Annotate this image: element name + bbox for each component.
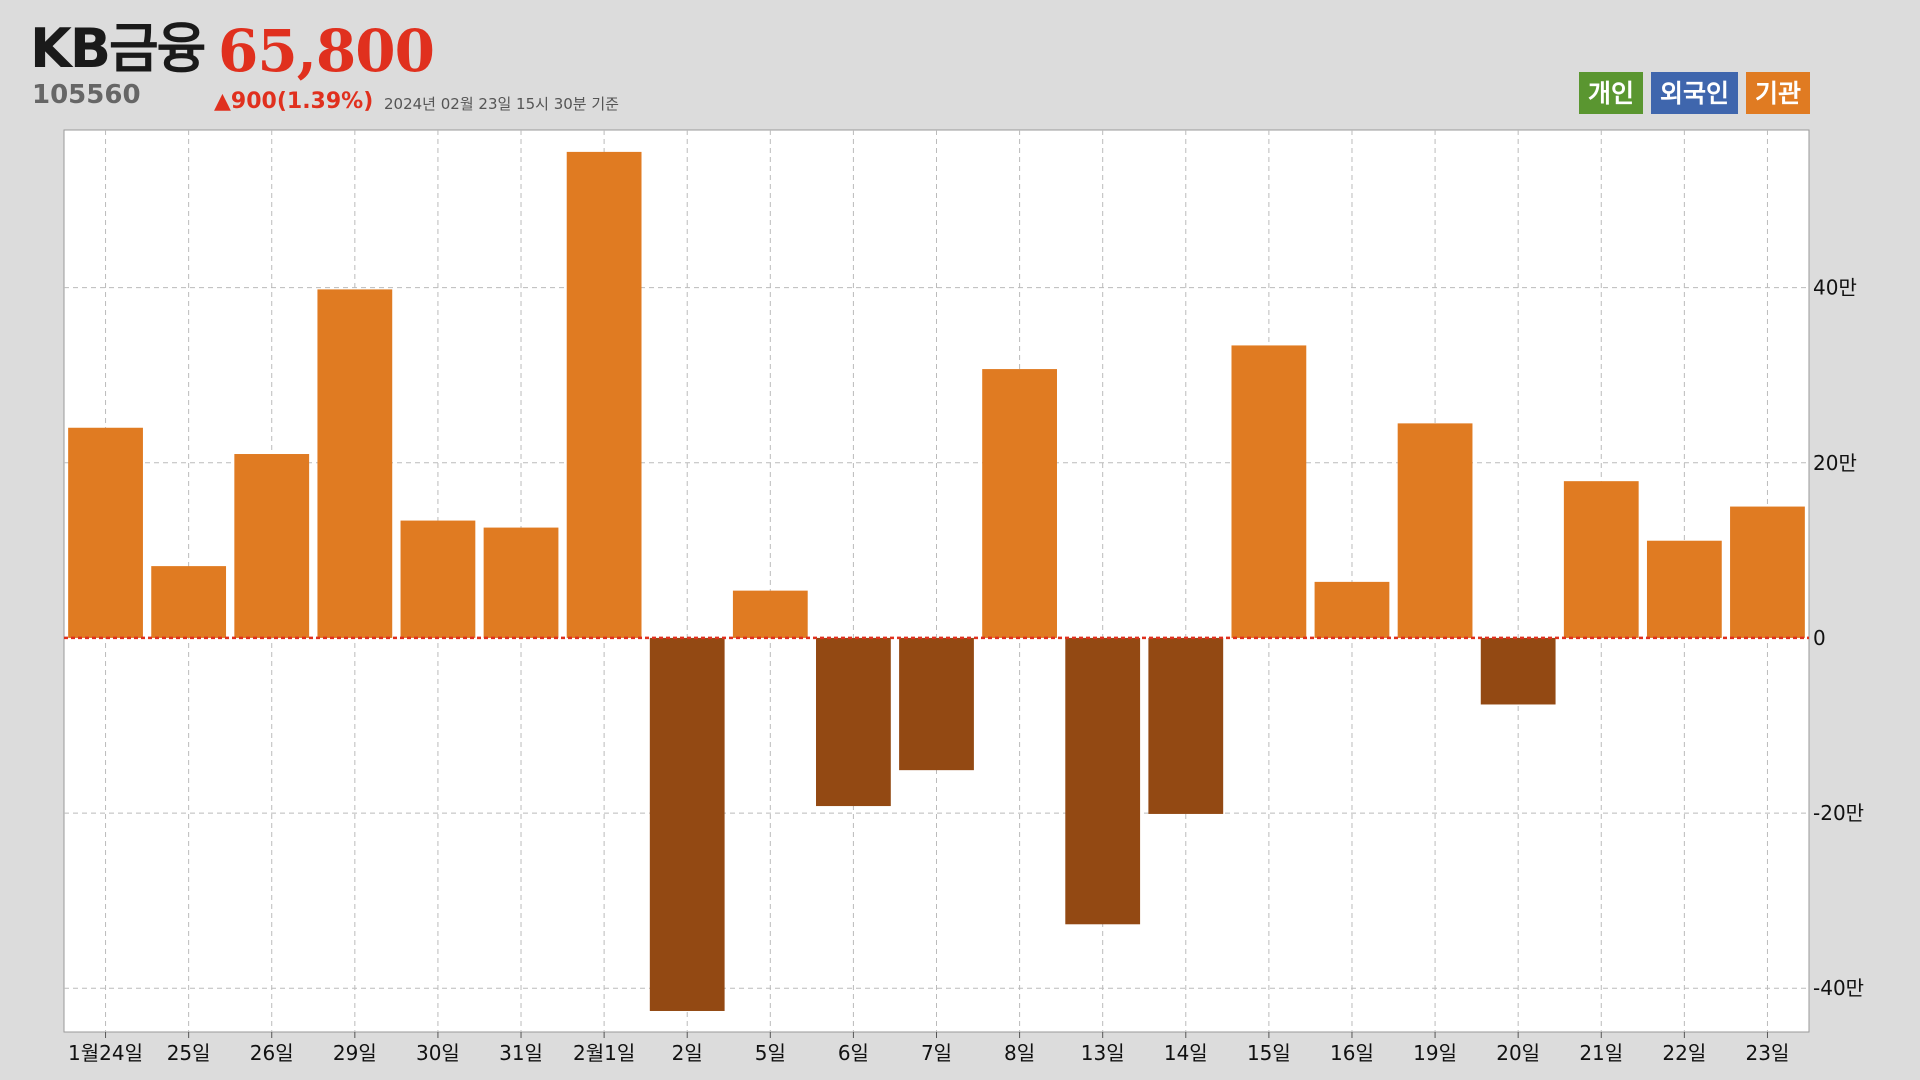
x-tick-label: 15일 xyxy=(1247,1041,1291,1065)
bar xyxy=(483,527,559,638)
x-tick-label: 16일 xyxy=(1330,1041,1374,1065)
bar xyxy=(899,637,974,771)
legend-foreign[interactable]: 외국인 xyxy=(1650,72,1738,114)
bar xyxy=(1148,637,1224,814)
bar xyxy=(982,369,1057,638)
bar xyxy=(649,637,725,1011)
bar xyxy=(234,454,310,638)
bar xyxy=(732,590,808,638)
x-tick-label: 2월1일 xyxy=(573,1041,635,1065)
bar xyxy=(400,520,476,638)
x-tick-label: 26일 xyxy=(250,1041,294,1065)
bar xyxy=(151,566,227,638)
x-tick-label: 19일 xyxy=(1413,1041,1457,1065)
bar xyxy=(1563,481,1639,638)
current-price: 65,800 xyxy=(218,17,435,85)
bar xyxy=(1730,506,1805,638)
x-tick-label: 2일 xyxy=(672,1041,703,1065)
legend: 개인 외국인 기관 xyxy=(1578,72,1810,114)
stock-name: KB금융 xyxy=(30,17,206,80)
y-tick-label: 40만 xyxy=(1813,276,1857,300)
bar xyxy=(1231,345,1307,638)
x-tick-label: 20일 xyxy=(1496,1041,1540,1065)
x-tick-label: 1월24일 xyxy=(68,1041,143,1065)
bar xyxy=(1646,540,1722,638)
x-tick-label: 5일 xyxy=(755,1041,786,1065)
x-tick-label: 29일 xyxy=(333,1041,377,1065)
price-change: ▲900(1.39%) xyxy=(214,89,374,114)
bar xyxy=(1480,637,1556,705)
x-tick-label: 23일 xyxy=(1746,1041,1790,1065)
x-tick-label: 30일 xyxy=(416,1041,460,1065)
x-tick-label: 13일 xyxy=(1081,1041,1125,1065)
legend-individual[interactable]: 개인 xyxy=(1578,72,1643,114)
y-tick-label: 20만 xyxy=(1813,451,1857,475)
x-tick-label: 22일 xyxy=(1662,1041,1706,1065)
x-tick-label: 7일 xyxy=(921,1041,952,1065)
x-tick-label: 31일 xyxy=(499,1041,543,1065)
x-tick-label: 21일 xyxy=(1579,1041,1623,1065)
y-tick-label: -40만 xyxy=(1813,976,1864,1000)
bar xyxy=(566,151,642,638)
bar xyxy=(1397,423,1473,638)
stock-code: 105560 xyxy=(32,80,141,110)
bar xyxy=(1314,581,1390,638)
bar xyxy=(317,289,393,638)
timestamp: 2024년 02월 23일 15시 30분 기준 xyxy=(384,95,619,113)
x-tick-label: 8일 xyxy=(1004,1041,1035,1065)
legend-institution[interactable]: 기관 xyxy=(1745,72,1810,114)
bar xyxy=(816,637,891,807)
bar xyxy=(68,427,143,638)
y-tick-label: -20만 xyxy=(1813,801,1864,825)
bar xyxy=(1065,637,1141,925)
y-tick-label: 0 xyxy=(1813,626,1826,650)
x-tick-label: 25일 xyxy=(167,1041,211,1065)
x-tick-label: 6일 xyxy=(838,1041,869,1065)
x-tick-label: 14일 xyxy=(1164,1041,1208,1065)
